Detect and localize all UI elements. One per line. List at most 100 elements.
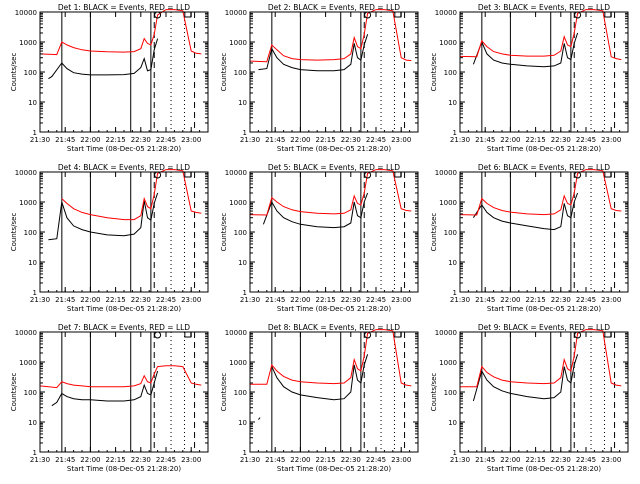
events-series-line [258,417,261,420]
y-tick-label: 10 [448,419,457,427]
y-tick-label: 10000 [435,329,457,337]
y-tick-label: 10 [238,99,247,107]
x-tick-label: 22:00 [80,456,100,464]
x-axis-label: Start Time (08-Dec-05 21:28:20) [487,145,601,153]
y-tick-label: 100 [444,229,457,237]
y-tick-label: 1000 [439,359,457,367]
x-tick-label: 21:30 [450,296,470,304]
x-tick-label: 23:00 [601,136,621,144]
events-series-line [472,354,579,402]
y-tick-label: 10 [238,419,247,427]
x-tick-label: 22:45 [576,296,596,304]
lld-series-line [61,169,202,221]
chart-panel-det-3: 1 10 100 1000 10000 21:30 21:45 22:00 22:15 22:30… [430,3,629,153]
y-axis-label: Counts/sec [430,53,438,92]
y-tick-label: 10000 [15,9,37,17]
chart-panel-det-6: 1 10 100 1000 10000 21:30 21:45 22:00 22:15 22:30… [430,163,629,313]
x-tick-label: 21:30 [240,456,260,464]
x-tick-label: 22:00 [80,296,100,304]
events-series-line [48,192,159,241]
x-tick-label: 22:45 [156,296,176,304]
x-tick-label: 22:45 [366,456,386,464]
x-axis-label: Start Time (08-Dec-05 21:28:20) [487,465,601,473]
x-tick-label: 21:45 [265,296,285,304]
x-tick-label: 22:30 [551,456,571,464]
x-tick-label: 23:00 [391,296,411,304]
lld-series-line [39,9,202,56]
y-tick-label: 10000 [15,329,37,337]
chart-title: Det 5: BLACK = Events, RED = LLD [268,163,400,172]
x-tick-label: 22:45 [366,296,386,304]
y-tick-label: 100 [444,389,457,397]
y-tick-label: 10000 [435,169,457,177]
x-tick-label: 22:15 [526,136,546,144]
x-tick-label: 21:30 [450,136,470,144]
y-tick-label: 10 [448,99,457,107]
events-series-line [271,354,369,401]
x-tick-label: 22:45 [156,456,176,464]
y-tick-label: 10000 [15,169,37,177]
lld-series-line [250,329,412,387]
x-tick-label: 22:45 [576,456,596,464]
x-tick-label: 22:15 [316,136,336,144]
y-axis-label: Counts/sec [10,213,18,252]
x-tick-label: 21:30 [30,456,50,464]
chart-title: Det 1: BLACK = Events, RED = LLD [58,3,190,12]
y-tick-label: 100 [24,389,37,397]
y-tick-label: 1000 [229,199,247,207]
plot-frame [249,171,419,293]
chart-title: Det 4: BLACK = Events, RED = LLD [58,163,190,172]
y-tick-label: 100 [234,229,247,237]
x-tick-label: 23:00 [181,136,201,144]
chart-panel-det-9: 1 10 100 1000 10000 21:30 21:45 22:00 22:15 22:30… [430,323,629,473]
y-tick-label: 10 [28,419,37,427]
y-tick-label: 1000 [439,199,457,207]
y-tick-label: 1 [243,289,247,297]
y-tick-label: 1000 [439,39,457,47]
x-tick-label: 21:45 [475,296,495,304]
y-tick-label: 100 [444,69,457,77]
saa-marker-box [394,331,402,338]
x-tick-label: 22:00 [500,136,520,144]
y-axis-label: Counts/sec [220,213,228,252]
saa-marker-box [604,171,612,178]
x-tick-label: 21:30 [240,296,260,304]
y-axis-label: Counts/sec [10,373,18,412]
x-tick-label: 22:30 [551,296,571,304]
y-tick-label: 100 [24,229,37,237]
saa-marker-box [604,331,612,338]
lld-series-line [39,365,202,389]
y-tick-label: 10 [28,259,37,267]
y-tick-label: 1000 [19,199,37,207]
x-tick-label: 22:45 [366,136,386,144]
y-tick-label: 1000 [229,39,247,47]
x-axis-label: Start Time (08-Dec-05 21:28:20) [487,305,601,313]
x-tick-label: 22:15 [526,296,546,304]
y-tick-label: 10 [28,99,37,107]
plot-frame [459,331,629,453]
y-tick-label: 1 [243,449,247,457]
x-tick-label: 23:00 [181,456,201,464]
x-tick-label: 22:30 [341,296,361,304]
x-tick-label: 22:00 [80,136,100,144]
x-tick-label: 22:15 [316,456,336,464]
y-axis-label: Counts/sec [430,373,438,412]
x-tick-label: 22:00 [290,136,310,144]
events-series-line [51,370,159,407]
saa-marker-box [184,331,192,338]
x-tick-label: 21:45 [55,136,75,144]
y-tick-label: 10000 [225,9,247,17]
y-tick-label: 10000 [435,9,457,17]
x-tick-label: 22:45 [576,136,596,144]
saa-marker-box [604,11,612,18]
x-tick-label: 21:45 [265,456,285,464]
x-tick-label: 21:30 [30,136,50,144]
x-tick-label: 21:45 [55,456,75,464]
chart-title: Det 7: BLACK = Events, RED = LLD [58,323,190,332]
lld-series-line [249,169,412,216]
saa-marker-circle [154,331,162,339]
y-tick-label: 1 [33,289,37,297]
x-tick-label: 22:00 [290,456,310,464]
x-tick-label: 22:15 [106,136,126,144]
x-tick-label: 22:15 [526,456,546,464]
